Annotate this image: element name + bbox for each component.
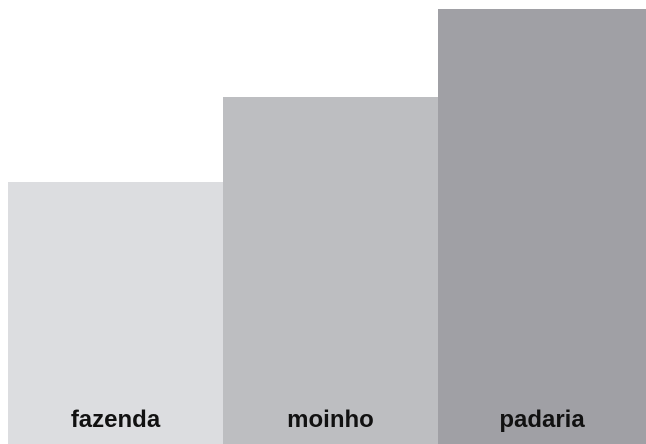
step-label-moinho: moinho bbox=[287, 406, 374, 433]
step-label-padaria: padaria bbox=[499, 406, 585, 433]
step-moinho: moinho bbox=[223, 97, 438, 444]
step-label-fazenda: fazenda bbox=[70, 406, 161, 433]
step-padaria: padaria bbox=[438, 9, 646, 444]
step-fazenda: fazenda bbox=[8, 182, 223, 444]
